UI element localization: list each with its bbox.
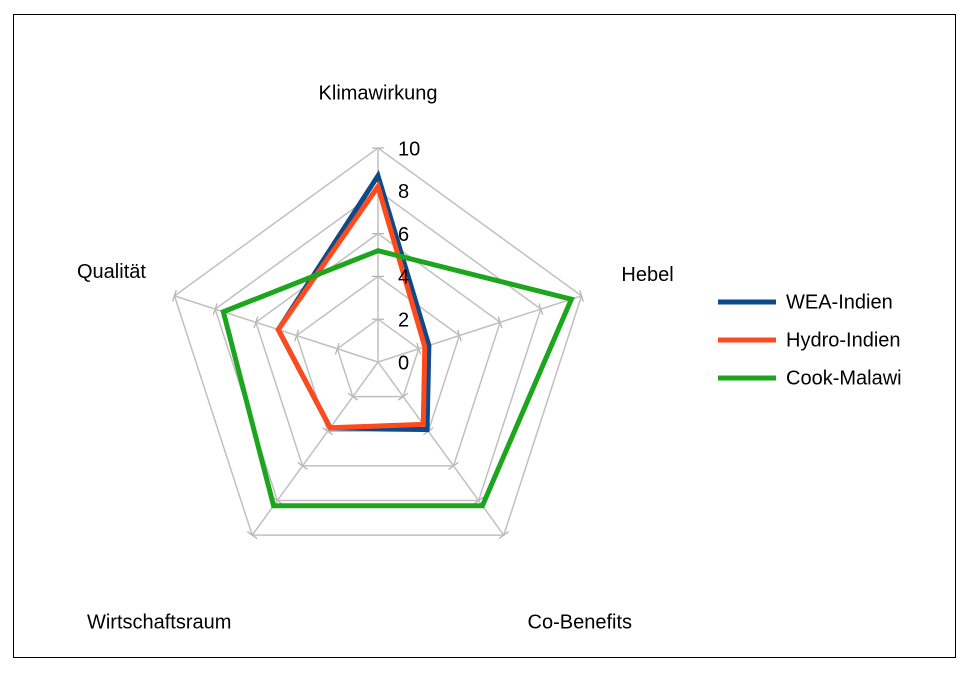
axis-label: Hebel	[621, 264, 673, 286]
legend-label: Hydro-Indien	[786, 329, 901, 351]
axis-label: Klimawirkung	[319, 82, 438, 104]
tick-label: 2	[398, 309, 409, 331]
legend: WEA-Indien Hydro-Indien Cook-Malawi	[718, 291, 902, 389]
grid-ring-6	[255, 232, 501, 467]
series-line	[275, 169, 432, 433]
axis-label: Co-Benefits	[528, 611, 633, 633]
grid-ring-2	[336, 318, 420, 398]
grid-ring-4	[295, 275, 461, 433]
chart-frame	[13, 14, 956, 658]
grid-ring-8	[214, 189, 542, 502]
axis-label: Wirtschaftsraum	[87, 611, 231, 633]
tick-label: 0	[398, 352, 409, 374]
spoke-2	[377, 361, 505, 536]
tick-label: 10	[398, 138, 420, 160]
grid	[172, 147, 584, 540]
series-line	[275, 180, 428, 431]
tick-label: 8	[398, 181, 409, 203]
series	[220, 169, 575, 509]
series-line	[220, 248, 575, 509]
legend-label: WEA-Indien	[786, 291, 893, 313]
axis-label: Qualität	[77, 261, 146, 283]
axis-labels: Klimawirkung Hebel Co-Benefits Wirtschaftsr…	[77, 82, 674, 633]
tick-label: 4	[398, 267, 409, 289]
spoke-3	[251, 361, 379, 536]
tick-labels: 0 2 4 6 8 10	[398, 138, 420, 374]
grid-ring-10	[173, 147, 583, 536]
spoke-1	[377, 295, 582, 363]
tick-label: 6	[398, 224, 409, 246]
legend-label: Cook-Malawi	[786, 367, 902, 389]
